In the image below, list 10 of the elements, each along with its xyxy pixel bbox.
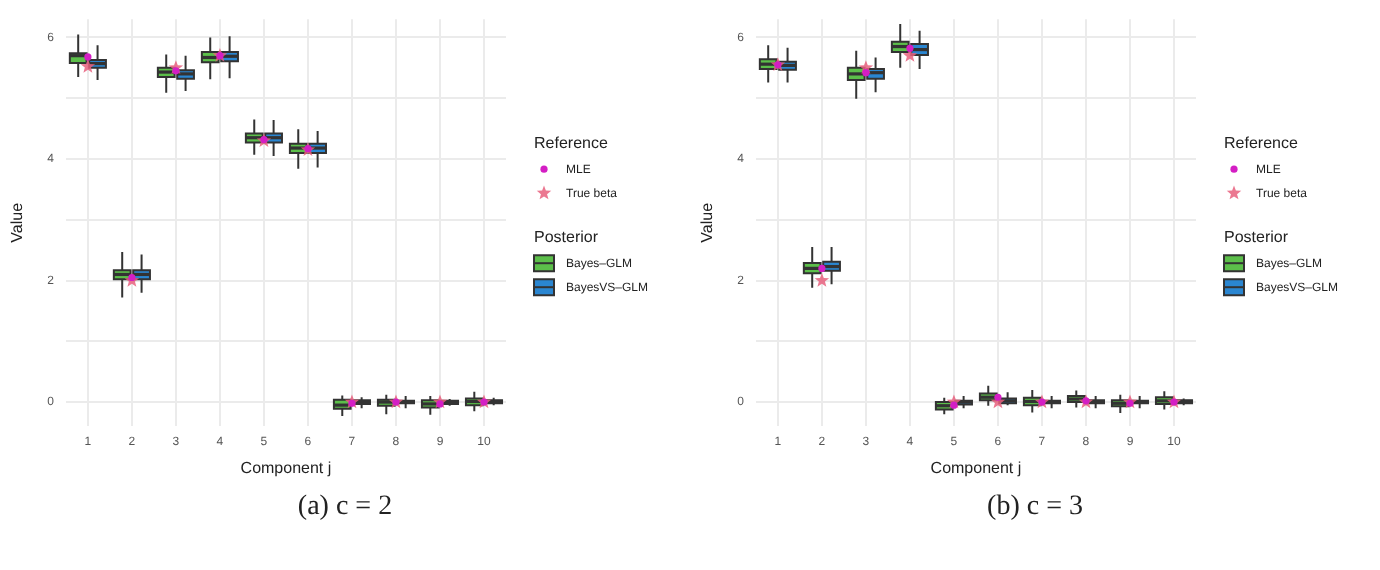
text: (b) c = 3 xyxy=(985,492,1085,524)
x-axis-title: Component j xyxy=(930,458,1022,477)
y-axis-title: Value xyxy=(8,201,27,243)
y-axis-title: Value xyxy=(698,201,717,243)
text: Posterior xyxy=(534,227,599,246)
text: Posterior xyxy=(1224,227,1289,246)
text: (a) c = 2 xyxy=(295,492,395,524)
text: Reference xyxy=(1224,133,1299,152)
x-axis-title: Component j xyxy=(240,458,332,477)
text: Reference xyxy=(534,133,609,152)
